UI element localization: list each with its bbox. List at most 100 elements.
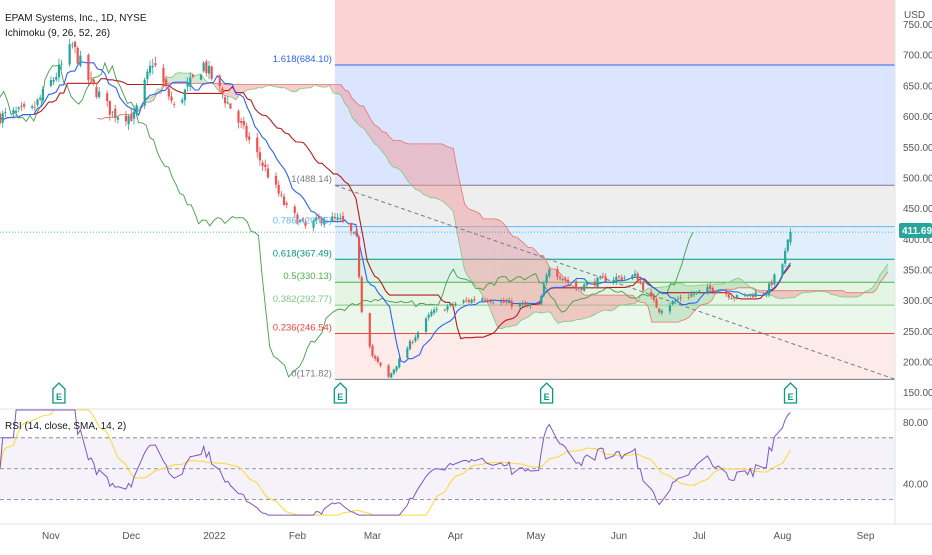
candle-body (275, 176, 277, 185)
cloud-segment (596, 295, 600, 314)
candle-body (106, 93, 108, 101)
cloud-segment (622, 295, 626, 305)
cloud-segment (431, 144, 435, 198)
cloud-segment (375, 125, 379, 147)
candle-body (462, 301, 464, 303)
candle-body (358, 237, 360, 277)
candle[interactable] (369, 312, 371, 348)
rsi-tick-label[interactable]: 40.00 (903, 480, 928, 491)
y-tick-label[interactable]: 500.00 (903, 173, 932, 184)
cloud-segment (229, 85, 233, 98)
candle-body (42, 89, 44, 101)
y-tick-label[interactable]: 600.00 (903, 112, 932, 123)
x-tick-label[interactable]: Apr (448, 531, 464, 542)
x-tick-label[interactable]: Nov (42, 531, 60, 542)
candle[interactable] (77, 46, 79, 65)
candle-body (511, 301, 513, 306)
candle[interactable] (358, 235, 360, 279)
x-tick-label[interactable]: 2022 (203, 531, 226, 542)
candle-body (229, 104, 231, 109)
candle-body (487, 300, 489, 301)
x-tick-label[interactable]: Feb (289, 531, 307, 542)
candle-body (615, 277, 617, 281)
cloud-segment (446, 146, 450, 207)
candle-body (680, 297, 682, 298)
candle[interactable] (211, 65, 213, 80)
candle-body (95, 87, 97, 97)
candle[interactable] (596, 277, 598, 288)
candle-body (693, 294, 695, 295)
x-tick-label[interactable]: Mar (364, 531, 382, 542)
candle-body (264, 165, 266, 167)
cloud-segment (787, 291, 791, 298)
rsi-tick-label[interactable]: 80.00 (903, 418, 928, 429)
y-tick-label[interactable]: 450.00 (903, 204, 932, 215)
ichimoku-indicator-label[interactable]: Ichimoku (9, 26, 52, 26) (5, 28, 110, 39)
candle-body (144, 80, 146, 106)
x-tick-label[interactable]: Dec (122, 531, 140, 542)
candle[interactable] (787, 239, 789, 253)
candle[interactable] (773, 273, 775, 286)
fib-label-1.618: 1.618(684.10) (273, 54, 332, 65)
cloud-segment (502, 222, 506, 329)
candle[interactable] (781, 263, 783, 277)
y-tick-label[interactable]: 550.00 (903, 143, 932, 154)
cloud-segment (850, 293, 854, 297)
candle-body (747, 296, 749, 297)
y-tick-label[interactable]: 200.00 (903, 358, 932, 369)
last-price-badge: 411.69 (899, 223, 932, 238)
cloud-segment (599, 295, 603, 312)
cloud-segment (423, 144, 427, 196)
cloud-segment (611, 295, 615, 311)
candle-body (725, 292, 727, 295)
x-tick-label[interactable]: Jul (693, 531, 706, 542)
x-tick-label[interactable]: Aug (774, 531, 792, 542)
candle-body (200, 74, 202, 79)
cloud-segment (524, 244, 528, 319)
rsi-indicator-label[interactable]: RSI (14, close, SMA, 14, 2) (5, 421, 126, 432)
candle-body (192, 75, 194, 77)
candle-body (34, 107, 36, 108)
candle-body (398, 359, 400, 367)
y-tick-label[interactable]: 300.00 (903, 296, 932, 307)
candle-body (489, 300, 491, 302)
y-tick-label[interactable]: 350.00 (903, 266, 932, 277)
cloud-segment (652, 288, 656, 322)
cloud-segment (603, 295, 607, 310)
cloud-segment (495, 219, 499, 328)
y-tick-label[interactable]: 750.00 (903, 20, 932, 31)
candle[interactable] (390, 372, 392, 378)
candle[interactable] (371, 344, 373, 358)
candle-body (596, 278, 598, 287)
y-tick-label[interactable]: 250.00 (903, 327, 932, 338)
y-tick-label[interactable]: 650.00 (903, 81, 932, 92)
cloud-segment (416, 144, 420, 191)
y-tick-label[interactable]: 700.00 (903, 51, 932, 62)
x-tick-label[interactable]: Jun (611, 531, 627, 542)
candle-body (390, 373, 392, 377)
candle[interactable] (361, 275, 363, 313)
candle-body (449, 303, 451, 305)
x-tick-label[interactable]: May (526, 531, 545, 542)
candle[interactable] (144, 78, 146, 109)
candle-body (471, 300, 473, 303)
cloud-segment (618, 295, 622, 306)
y-tick-label[interactable]: 150.00 (903, 388, 932, 399)
candle-body (773, 274, 775, 284)
x-tick-label[interactable]: Sep (857, 531, 875, 542)
candle-body (618, 276, 620, 277)
candle-body (355, 231, 357, 236)
candle-body (219, 76, 221, 86)
candle-body (262, 163, 264, 166)
earnings-letter: E (787, 392, 793, 402)
candle[interactable] (229, 103, 231, 109)
candle-body (20, 106, 22, 107)
candle[interactable] (387, 364, 389, 378)
candle-body (23, 104, 25, 106)
candle-body (61, 64, 63, 65)
cloud-segment (401, 141, 405, 176)
candle-body (334, 217, 336, 218)
candle-body (634, 274, 636, 276)
